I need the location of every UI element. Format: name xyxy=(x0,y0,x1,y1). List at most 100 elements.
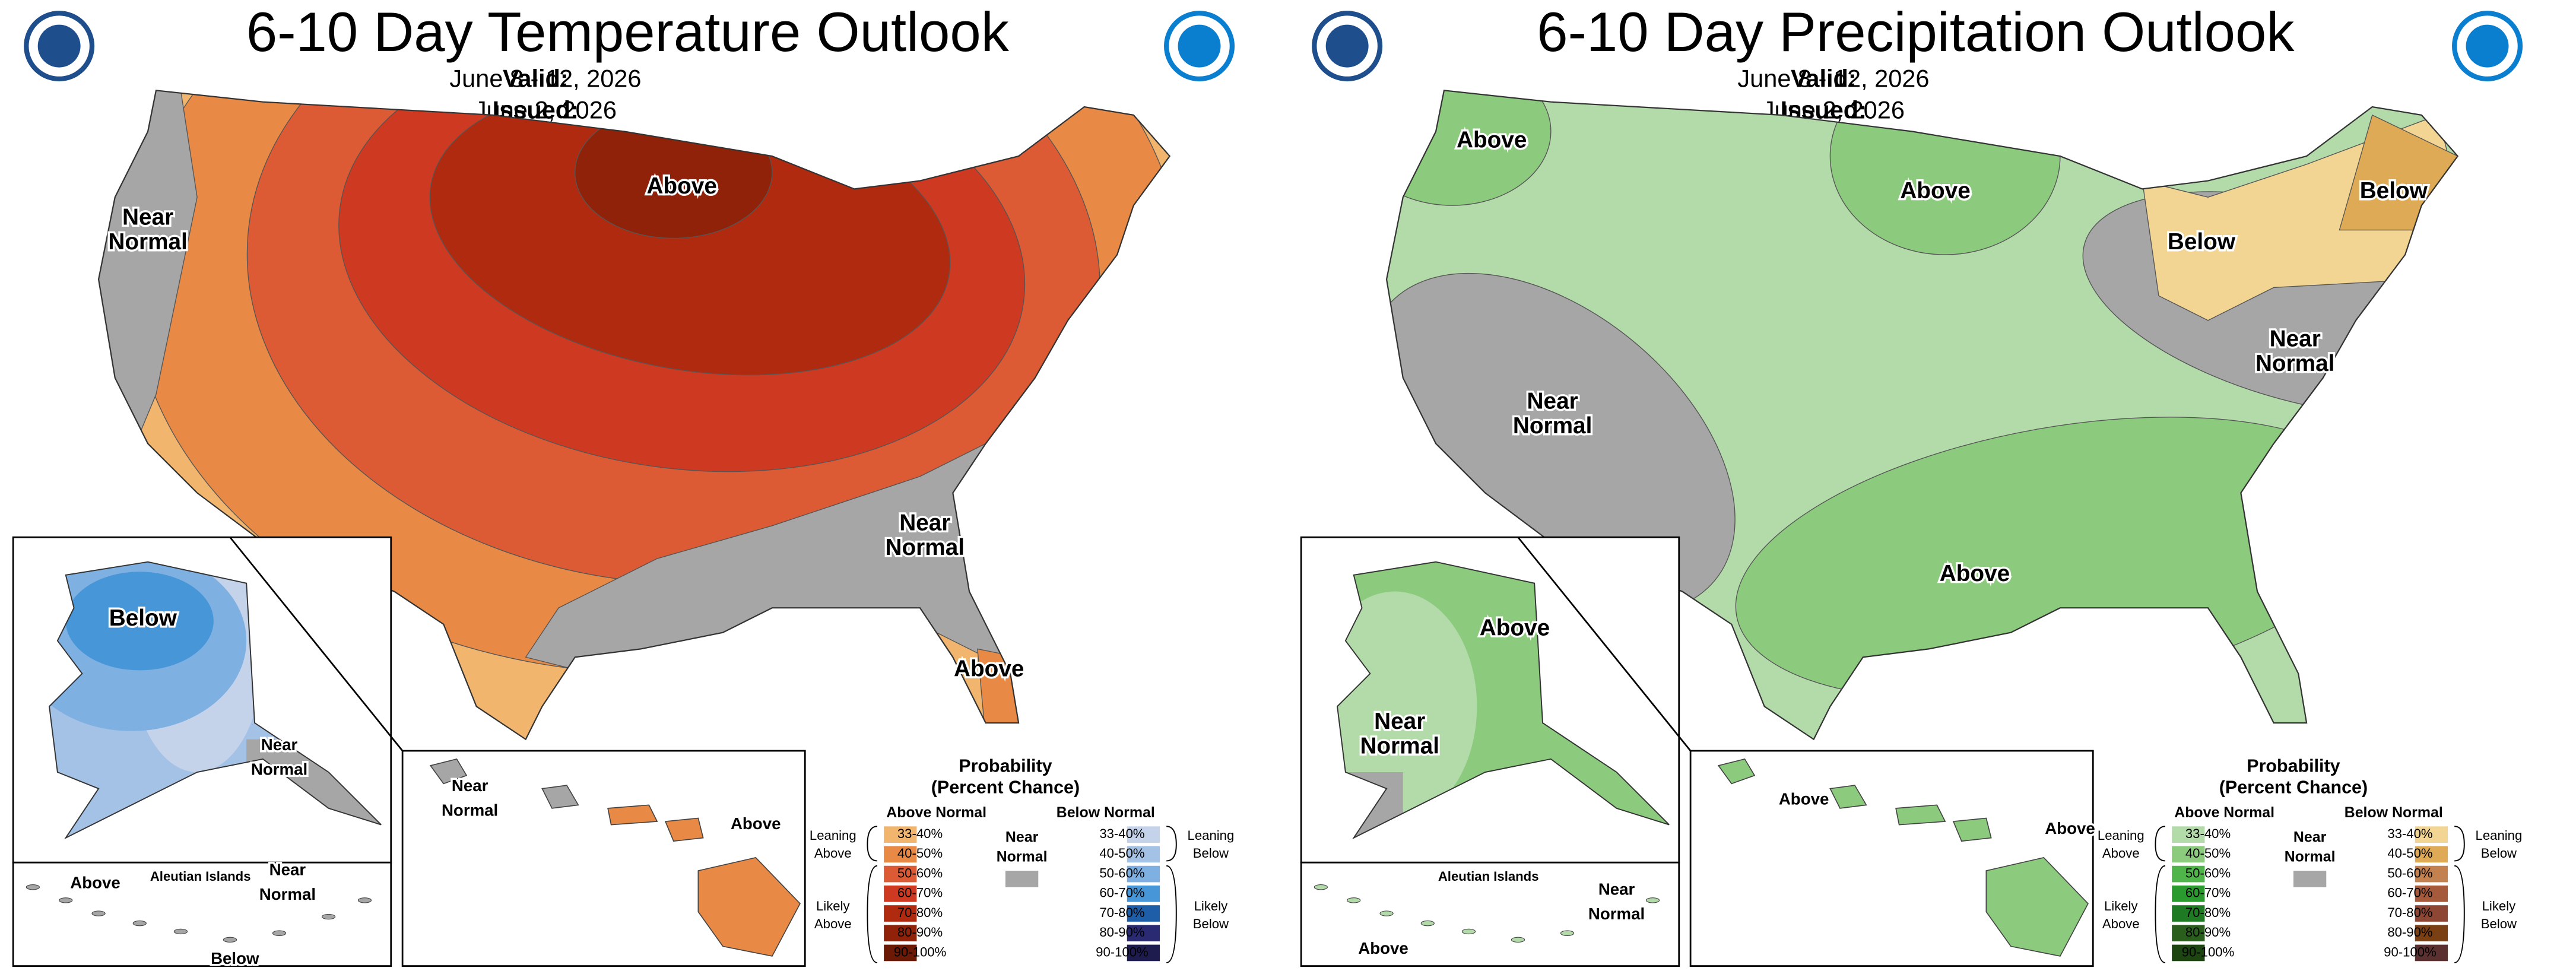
legend-brace xyxy=(2454,865,2465,964)
legend-range: 33-40% xyxy=(1099,826,1144,841)
aleutian-island xyxy=(1347,897,1361,903)
hawaii-island xyxy=(1895,804,1946,826)
hawaii-island xyxy=(697,857,801,957)
legend-range: 90-100% xyxy=(2182,944,2235,959)
aleutian-island xyxy=(132,920,147,926)
legend-swatch xyxy=(2172,885,2205,902)
legend-swatch xyxy=(2172,826,2205,843)
legend-swatch xyxy=(2415,865,2448,883)
legend-swatch xyxy=(1127,944,1160,962)
map-label: Below xyxy=(2168,229,2236,255)
legend-swatch xyxy=(884,885,917,902)
legend-range: 50-60% xyxy=(2185,865,2231,880)
legend-swatch xyxy=(884,925,917,942)
legend-brace xyxy=(2155,865,2166,964)
hawaii-island xyxy=(607,804,658,826)
alaska-outline xyxy=(49,561,382,840)
legend-swatch xyxy=(2415,826,2448,843)
map-label: Below xyxy=(109,605,177,631)
legend-brace xyxy=(2155,826,2166,862)
legend-group: Below xyxy=(1193,846,1229,861)
agency-logo-core xyxy=(1325,24,1369,68)
legend-near: Near xyxy=(2293,829,2327,845)
legend-title: (Percent Chance) xyxy=(931,778,1080,798)
panel-title: 6-10 Day Temperature Outlook xyxy=(246,1,1010,63)
legend-range: 40-50% xyxy=(1099,846,1144,861)
legend-swatch xyxy=(884,826,917,843)
hawaii-island xyxy=(541,785,579,809)
legend-near: Normal xyxy=(2285,848,2336,865)
map-label: Normal xyxy=(108,229,188,255)
legend-header: Above Normal xyxy=(886,804,986,821)
valid-date: June 8 - 12, 2026 xyxy=(1737,65,1929,93)
legend-group: Leaning xyxy=(1188,828,1235,843)
agency-logo-core xyxy=(2466,24,2509,68)
legend-range: 60-70% xyxy=(897,886,943,900)
legend-swatch xyxy=(1005,871,1039,887)
hawaii-island xyxy=(429,758,468,785)
legend-range: 70-80% xyxy=(2185,905,2231,920)
conus-outline xyxy=(1385,90,2459,741)
legend-range: 33-40% xyxy=(2185,826,2231,841)
legend-range: 50-60% xyxy=(1099,865,1144,880)
legend-swatch xyxy=(1127,905,1160,922)
legend-swatch xyxy=(2172,905,2205,922)
map-label: Near xyxy=(1374,709,1425,734)
legend-swatch xyxy=(1127,925,1160,942)
outlook-panel: 6-10 Day Precipitation OutlookValid:June… xyxy=(1300,1,2523,967)
legend-brace xyxy=(867,826,878,862)
legend-range: 50-60% xyxy=(897,865,943,880)
map-label: Above xyxy=(1358,939,1408,957)
legend-range: 40-50% xyxy=(897,846,943,861)
legend-near: Normal xyxy=(997,848,1048,865)
aleutian-island xyxy=(1560,930,1575,936)
inset-connector xyxy=(229,537,404,751)
map-label: Above xyxy=(731,814,781,833)
agency-logo-core xyxy=(1178,24,1221,68)
legend-swatch xyxy=(2172,865,2205,883)
legend-group: Above xyxy=(814,916,852,931)
map-label: Above xyxy=(1940,561,2010,586)
map-label: Above xyxy=(954,656,1024,682)
map-label: Near xyxy=(452,776,488,795)
aleutian-island xyxy=(1511,937,1525,943)
legend-swatch xyxy=(2172,846,2205,863)
legend-group: Below xyxy=(2481,846,2517,861)
aleutian-label: Aleutian Islands xyxy=(1438,869,1539,884)
legend-swatch xyxy=(2415,944,2448,962)
legend-brace xyxy=(1166,865,1177,964)
legend-group: Leaning xyxy=(2476,828,2523,843)
agency-logo-core xyxy=(37,24,81,68)
legend-swatch xyxy=(1127,885,1160,902)
legend-group: Likely xyxy=(1194,899,1229,913)
hawaii-island xyxy=(664,817,704,842)
panel-title: 6-10 Day Precipitation Outlook xyxy=(1537,1,2295,63)
legend-group: Likely xyxy=(816,899,851,913)
probability-region xyxy=(1337,591,1477,822)
aleutian-island xyxy=(272,930,287,936)
map-label: Near xyxy=(261,735,298,754)
map-label: Normal xyxy=(442,801,498,820)
map-label: Normal xyxy=(259,885,316,903)
map-label: Below xyxy=(211,949,259,967)
alaska-outline xyxy=(1337,561,1670,840)
legend-range: 40-50% xyxy=(2185,846,2231,861)
legend-swatch xyxy=(2415,885,2448,902)
aleutian-island xyxy=(173,928,188,935)
aleutian-island xyxy=(26,884,40,890)
map-label: Normal xyxy=(1360,734,1439,759)
legend-title: Probability xyxy=(2247,756,2340,776)
legend-brace xyxy=(1166,826,1177,862)
map-label: Above xyxy=(70,874,120,892)
hawaii-island xyxy=(1829,785,1867,809)
map-label: Normal xyxy=(1513,413,1592,439)
legend-header: Below Normal xyxy=(2345,804,2443,821)
legend-range: 90-100% xyxy=(1096,944,1149,959)
map-label: Normal xyxy=(886,535,965,560)
legend-group: Above xyxy=(2102,846,2140,861)
aleutian-island xyxy=(1461,928,1476,935)
legend-range: 80-90% xyxy=(1099,925,1144,940)
legend-swatch xyxy=(2415,905,2448,922)
legend-range: 90-100% xyxy=(2384,944,2437,959)
